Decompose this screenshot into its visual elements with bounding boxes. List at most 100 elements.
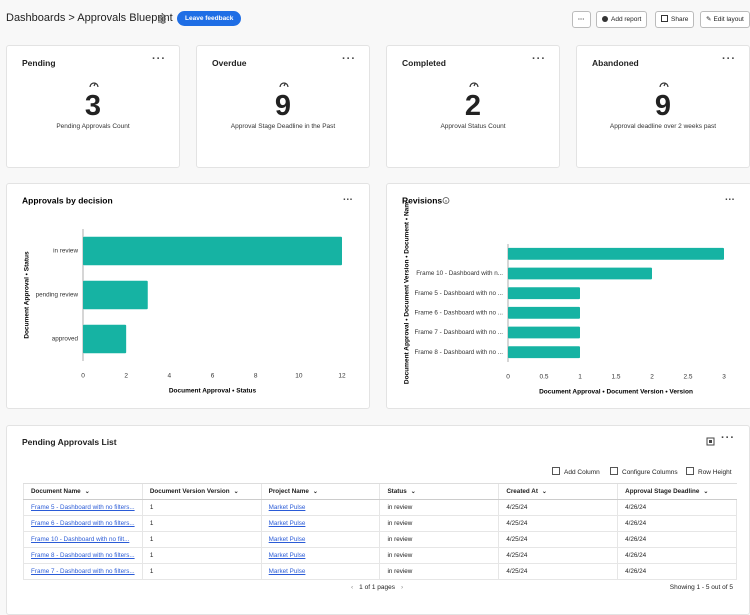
more-button[interactable]: ··· [722, 53, 736, 65]
table-title: Pending Approvals List [22, 437, 117, 447]
table-cell: in review [379, 499, 500, 516]
project-link[interactable]: Market Pulse [268, 536, 306, 543]
table-cell: 4/25/24 [498, 531, 619, 548]
column-label: Created At [506, 488, 538, 495]
x-tick-label: 4 [168, 373, 172, 380]
table-cell: 4/26/24 [617, 531, 737, 548]
column-header[interactable]: Approval Stage Deadline ⌄ [617, 483, 737, 500]
kpi-card: Pending ··· 3 Pending Approvals Count [6, 45, 180, 168]
more-button[interactable]: ··· [342, 53, 356, 65]
document-link[interactable]: Frame 8 - Dashboard with no filters... [31, 552, 135, 559]
gauge-icon [279, 82, 289, 88]
more-button[interactable]: ··· [725, 195, 735, 206]
cell-text: 4/26/24 [625, 536, 647, 543]
y-tick-label: Frame 8 - Dashboard with no ... [414, 349, 503, 356]
toolbar-label: Row Height [698, 469, 732, 476]
more-button[interactable]: ··· [572, 11, 591, 28]
table-cell: 4/26/24 [617, 515, 737, 532]
toolbar-button[interactable]: Add Column [552, 467, 600, 476]
info-icon[interactable] [442, 197, 450, 204]
feedback-button[interactable]: Leave feedback [177, 11, 242, 26]
column-header[interactable]: Project Name ⌄ [260, 483, 380, 500]
cell-text: 4/25/24 [506, 504, 528, 511]
y-tick-label: in review [53, 248, 78, 255]
card-subtitle: Approval Status Count [440, 123, 506, 130]
bar [83, 280, 148, 310]
table-cell: 4/25/24 [498, 547, 619, 564]
table-cell: 4/26/24 [617, 499, 737, 516]
table-cell: 4/25/24 [498, 499, 619, 516]
cell-text: 1 [149, 504, 154, 511]
table-cell: Market Pulse [260, 547, 381, 564]
more-button[interactable]: ··· [721, 432, 735, 444]
gauge-arc [279, 82, 289, 88]
cell-text: 4/25/24 [506, 536, 528, 543]
table-panel: Pending Approvals List ··· Add Column Con… [6, 425, 750, 615]
more-button[interactable]: ··· [343, 195, 353, 206]
table-row: Frame 5 - Dashboard with no filters... 1 M… [23, 499, 737, 516]
card-subtitle: Approval Stage Deadline in the Past [230, 123, 336, 130]
kpi-card: Completed ··· 2 Approval Status Count [386, 45, 560, 168]
edit-layout-button[interactable]: ✎ Edit layout [700, 11, 750, 28]
data-table: Document Name ⌄ Document Version Version ⌄ P… [23, 483, 737, 580]
sort-chevron: ⌄ [410, 489, 416, 495]
document-link[interactable]: Frame 5 - Dashboard with no filters... [31, 504, 135, 511]
breadcrumb: Dashboards > Approvals Blueprint [6, 12, 173, 24]
table-cell: Frame 10 - Dashboard with no filt... [23, 531, 143, 548]
gauge-arc [469, 82, 479, 88]
cell-text: 4/26/24 [625, 552, 647, 559]
expand-icon[interactable] [706, 437, 715, 446]
column-label: Status [387, 488, 407, 495]
table-cell: 4/25/24 [498, 563, 619, 580]
kpi-card: Overdue ··· 9 Approval Stage Deadline in th… [196, 45, 370, 168]
column-header[interactable]: Document Name ⌄ [23, 483, 143, 500]
toolbar-button[interactable]: Row Height [686, 467, 732, 476]
column-header[interactable]: Status ⌄ [379, 483, 499, 500]
column-header[interactable]: Created At ⌄ [498, 483, 618, 500]
x-tick-label: 8 [254, 373, 258, 380]
document-link[interactable]: Frame 6 - Dashboard with no filters... [31, 520, 135, 527]
share-button[interactable]: Share [655, 11, 695, 28]
column-header[interactable]: Document Version Version ⌄ [141, 483, 262, 500]
toolbar-icon [552, 467, 560, 475]
table-cell: Market Pulse [260, 563, 381, 580]
bar [508, 326, 580, 339]
sort-chevron: ⌄ [703, 489, 709, 495]
bar [508, 247, 724, 260]
table-cell: Frame 5 - Dashboard with no filters... [23, 499, 143, 516]
project-link[interactable]: Market Pulse [268, 520, 306, 527]
filter-icon[interactable] [157, 14, 167, 24]
card-subtitle: Pending Approvals Count [56, 123, 130, 130]
project-link[interactable]: Market Pulse [268, 552, 306, 559]
project-link[interactable]: Market Pulse [268, 568, 306, 575]
table-cell: in review [379, 563, 500, 580]
card-title: Abandoned [592, 58, 639, 68]
table-cell: 1 [141, 515, 262, 532]
bar [508, 306, 580, 319]
gauge-icon [469, 82, 479, 88]
table-cell: 1 [141, 547, 262, 564]
x-tick-label: 2 [650, 374, 654, 381]
more-button[interactable]: ··· [152, 53, 166, 65]
toolbar-button[interactable]: Configure Columns [610, 467, 678, 476]
x-tick-label: 0 [506, 374, 510, 381]
bar [508, 287, 580, 300]
sort-chevron: ⌄ [233, 489, 239, 495]
document-link[interactable]: Frame 10 - Dashboard with no filt... [31, 536, 130, 543]
column-label: Approval Stage Deadline [625, 488, 700, 495]
more-button[interactable]: ··· [532, 53, 546, 65]
button-label: Share [671, 16, 689, 23]
y-tick-label: Frame 7 - Dashboard with no ... [414, 329, 503, 336]
table-cell: Frame 8 - Dashboard with no filters... [23, 547, 143, 564]
y-tick-label: approved [52, 336, 79, 343]
gauge-needle [93, 82, 97, 87]
chart-panel: Revisions ··· 0 0.5 1 1.5 2 2.5 3 Frame 10 - Dash… [386, 183, 750, 409]
table-cell: in review [379, 547, 500, 564]
chart: Approvals by decision ··· 0 2 4 6 8 10 12 in revi… [22, 195, 353, 395]
project-link[interactable]: Market Pulse [268, 504, 306, 511]
bar [508, 267, 652, 280]
breadcrumb-link[interactable]: Dashboards [6, 12, 66, 24]
card-value: 3 [84, 90, 102, 122]
document-link[interactable]: Frame 7 - Dashboard with no filters... [31, 568, 135, 575]
add-report-button[interactable]: Add report [596, 11, 648, 28]
